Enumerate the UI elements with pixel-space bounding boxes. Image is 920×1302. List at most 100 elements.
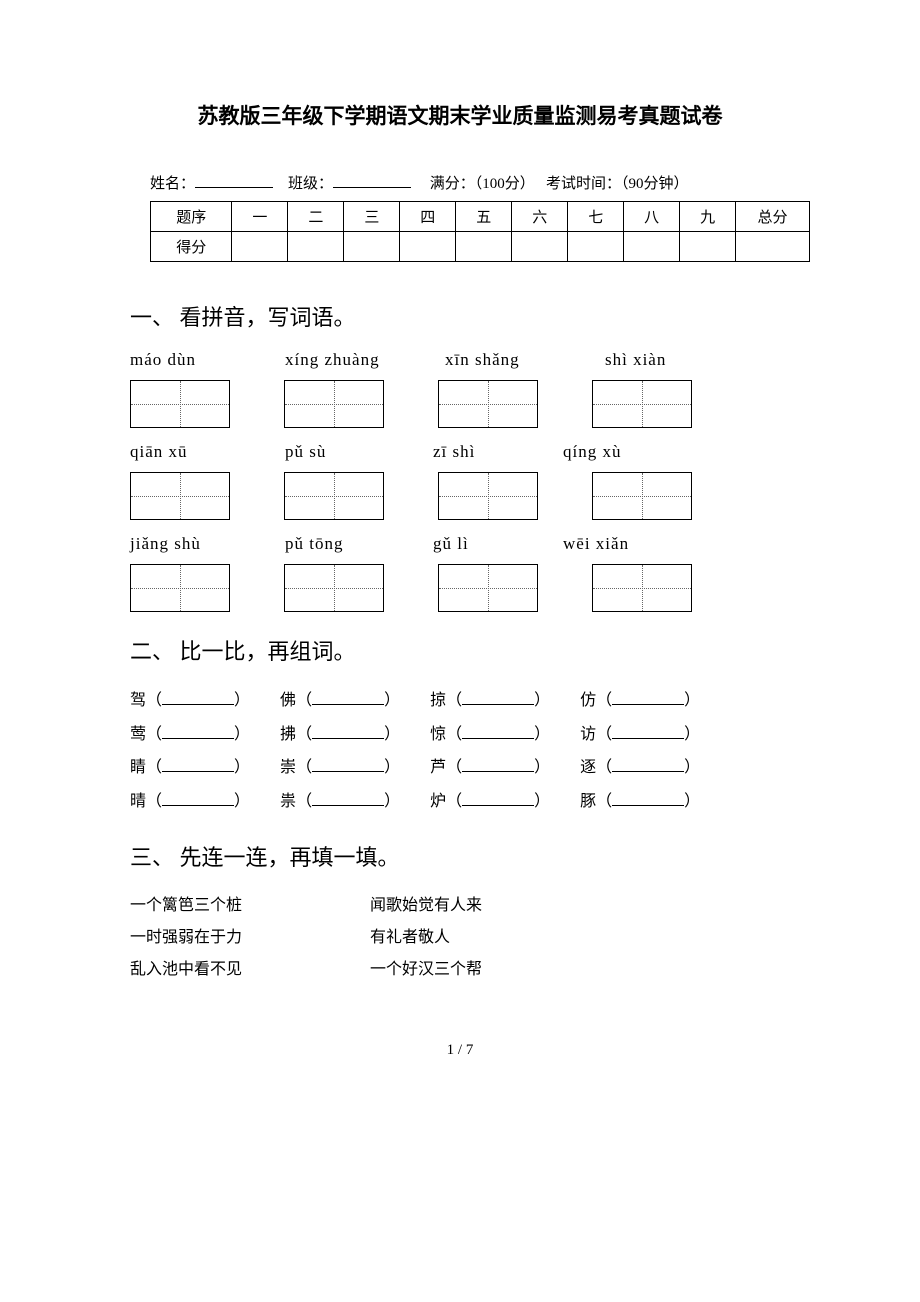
char-box-row [130,380,790,428]
col-header: 七 [568,202,624,232]
match-row: 一时强弱在于力 有礼者敬人 [130,922,790,954]
score-cell[interactable] [232,232,288,262]
compare-cell: 仿（） [580,684,700,718]
match-left: 一时强弱在于力 [130,922,370,954]
compare-cell: 祟（） [280,785,400,819]
compare-cell: 睛（） [130,751,250,785]
char-input-box[interactable] [284,380,384,428]
section3-heading: 三、 先连一连，再填一填。 [130,840,790,872]
score-cell[interactable] [288,232,344,262]
match-left: 一个篱笆三个桩 [130,890,370,922]
compare-cell: 惊（） [430,718,550,752]
pinyin-group: xíng zhuàng [285,350,445,370]
char-box-row [130,564,790,612]
compare-cell: 豚（） [580,785,700,819]
pinyin-group: zī shì [433,442,563,462]
compare-row: 莺（） 拂（） 惊（） 访（） [130,718,790,752]
pinyin-row: qiān xū pǔ sù zī shì qíng xù [130,442,790,462]
compare-row: 驾（） 佛（） 掠（） 仿（） [130,684,790,718]
char-input-box[interactable] [130,564,230,612]
col-header: 六 [512,202,568,232]
char-input-box[interactable] [130,472,230,520]
answer-blank[interactable] [162,723,234,739]
full-score-label: 满分：（100分） [430,176,535,192]
answer-blank[interactable] [462,756,534,772]
section2-heading: 二、 比一比，再组词。 [130,634,790,666]
char-input-box[interactable] [592,380,692,428]
name-blank[interactable] [195,172,273,188]
compare-cell: 佛（） [280,684,400,718]
pinyin-group: xīn shǎng [445,350,605,370]
char-input-box[interactable] [592,472,692,520]
compare-cell: 掠（） [430,684,550,718]
compare-cell: 炉（） [430,785,550,819]
compare-row: 晴（） 祟（） 炉（） 豚（） [130,785,790,819]
total-header: 总分 [736,202,810,232]
score-header-label: 题序 [151,202,232,232]
col-header: 二 [288,202,344,232]
score-cell[interactable] [568,232,624,262]
answer-blank[interactable] [312,756,384,772]
pinyin-group: shì xiàn [605,350,666,370]
pinyin-row: máo dùn xíng zhuàng xīn shǎng shì xiàn [130,350,790,370]
answer-blank[interactable] [162,756,234,772]
pinyin-group: pǔ sù [285,442,433,462]
col-header: 九 [680,202,736,232]
table-row: 得分 [151,232,810,262]
match-block: 一个篱笆三个桩 闻歌始觉有人来 一时强弱在于力 有礼者敬人 乱入池中看不见 一个… [130,890,790,986]
pinyin-group: jiǎng shù [130,534,285,554]
char-input-box[interactable] [284,472,384,520]
page-number: 1 / 7 [130,1042,790,1059]
compare-cell: 拂（） [280,718,400,752]
char-input-box[interactable] [438,472,538,520]
score-cell[interactable] [344,232,400,262]
compare-cell: 芦（） [430,751,550,785]
answer-blank[interactable] [462,723,534,739]
score-cell[interactable] [456,232,512,262]
pinyin-group: qíng xù [563,442,621,462]
word-compare-block: 驾（） 佛（） 掠（） 仿（） 莺（） 拂（） 惊（） 访（） 睛（） 崇（） … [130,684,790,818]
char-box-row [130,472,790,520]
answer-blank[interactable] [162,790,234,806]
score-cell[interactable] [736,232,810,262]
char-input-box[interactable] [130,380,230,428]
char-input-box[interactable] [438,380,538,428]
answer-blank[interactable] [312,689,384,705]
col-header: 三 [344,202,400,232]
match-left: 乱入池中看不见 [130,954,370,986]
compare-cell: 驾（） [130,684,250,718]
compare-cell: 访（） [580,718,700,752]
table-row: 题序 一 二 三 四 五 六 七 八 九 总分 [151,202,810,232]
score-cell[interactable] [512,232,568,262]
score-row-label: 得分 [151,232,232,262]
pinyin-group: gǔ lì [433,534,563,554]
answer-blank[interactable] [462,790,534,806]
char-input-box[interactable] [592,564,692,612]
class-label: 班级： [288,176,333,192]
col-header: 一 [232,202,288,232]
char-input-box[interactable] [438,564,538,612]
answer-blank[interactable] [312,723,384,739]
answer-blank[interactable] [462,689,534,705]
compare-cell: 莺（） [130,718,250,752]
answer-blank[interactable] [612,689,684,705]
answer-blank[interactable] [312,790,384,806]
col-header: 四 [400,202,456,232]
page-title: 苏教版三年级下学期语文期末学业质量监测易考真题试卷 [130,100,790,130]
score-cell[interactable] [624,232,680,262]
answer-blank[interactable] [162,689,234,705]
answer-blank[interactable] [612,790,684,806]
match-right: 闻歌始觉有人来 [370,890,482,922]
class-blank[interactable] [333,172,411,188]
answer-blank[interactable] [612,723,684,739]
col-header: 八 [624,202,680,232]
compare-cell: 逐（） [580,751,700,785]
score-cell[interactable] [400,232,456,262]
score-cell[interactable] [680,232,736,262]
compare-row: 睛（） 崇（） 芦（） 逐（） [130,751,790,785]
match-row: 一个篱笆三个桩 闻歌始觉有人来 [130,890,790,922]
compare-cell: 晴（） [130,785,250,819]
answer-blank[interactable] [612,756,684,772]
char-input-box[interactable] [284,564,384,612]
time-label: 考试时间：（90分钟） [546,176,689,192]
